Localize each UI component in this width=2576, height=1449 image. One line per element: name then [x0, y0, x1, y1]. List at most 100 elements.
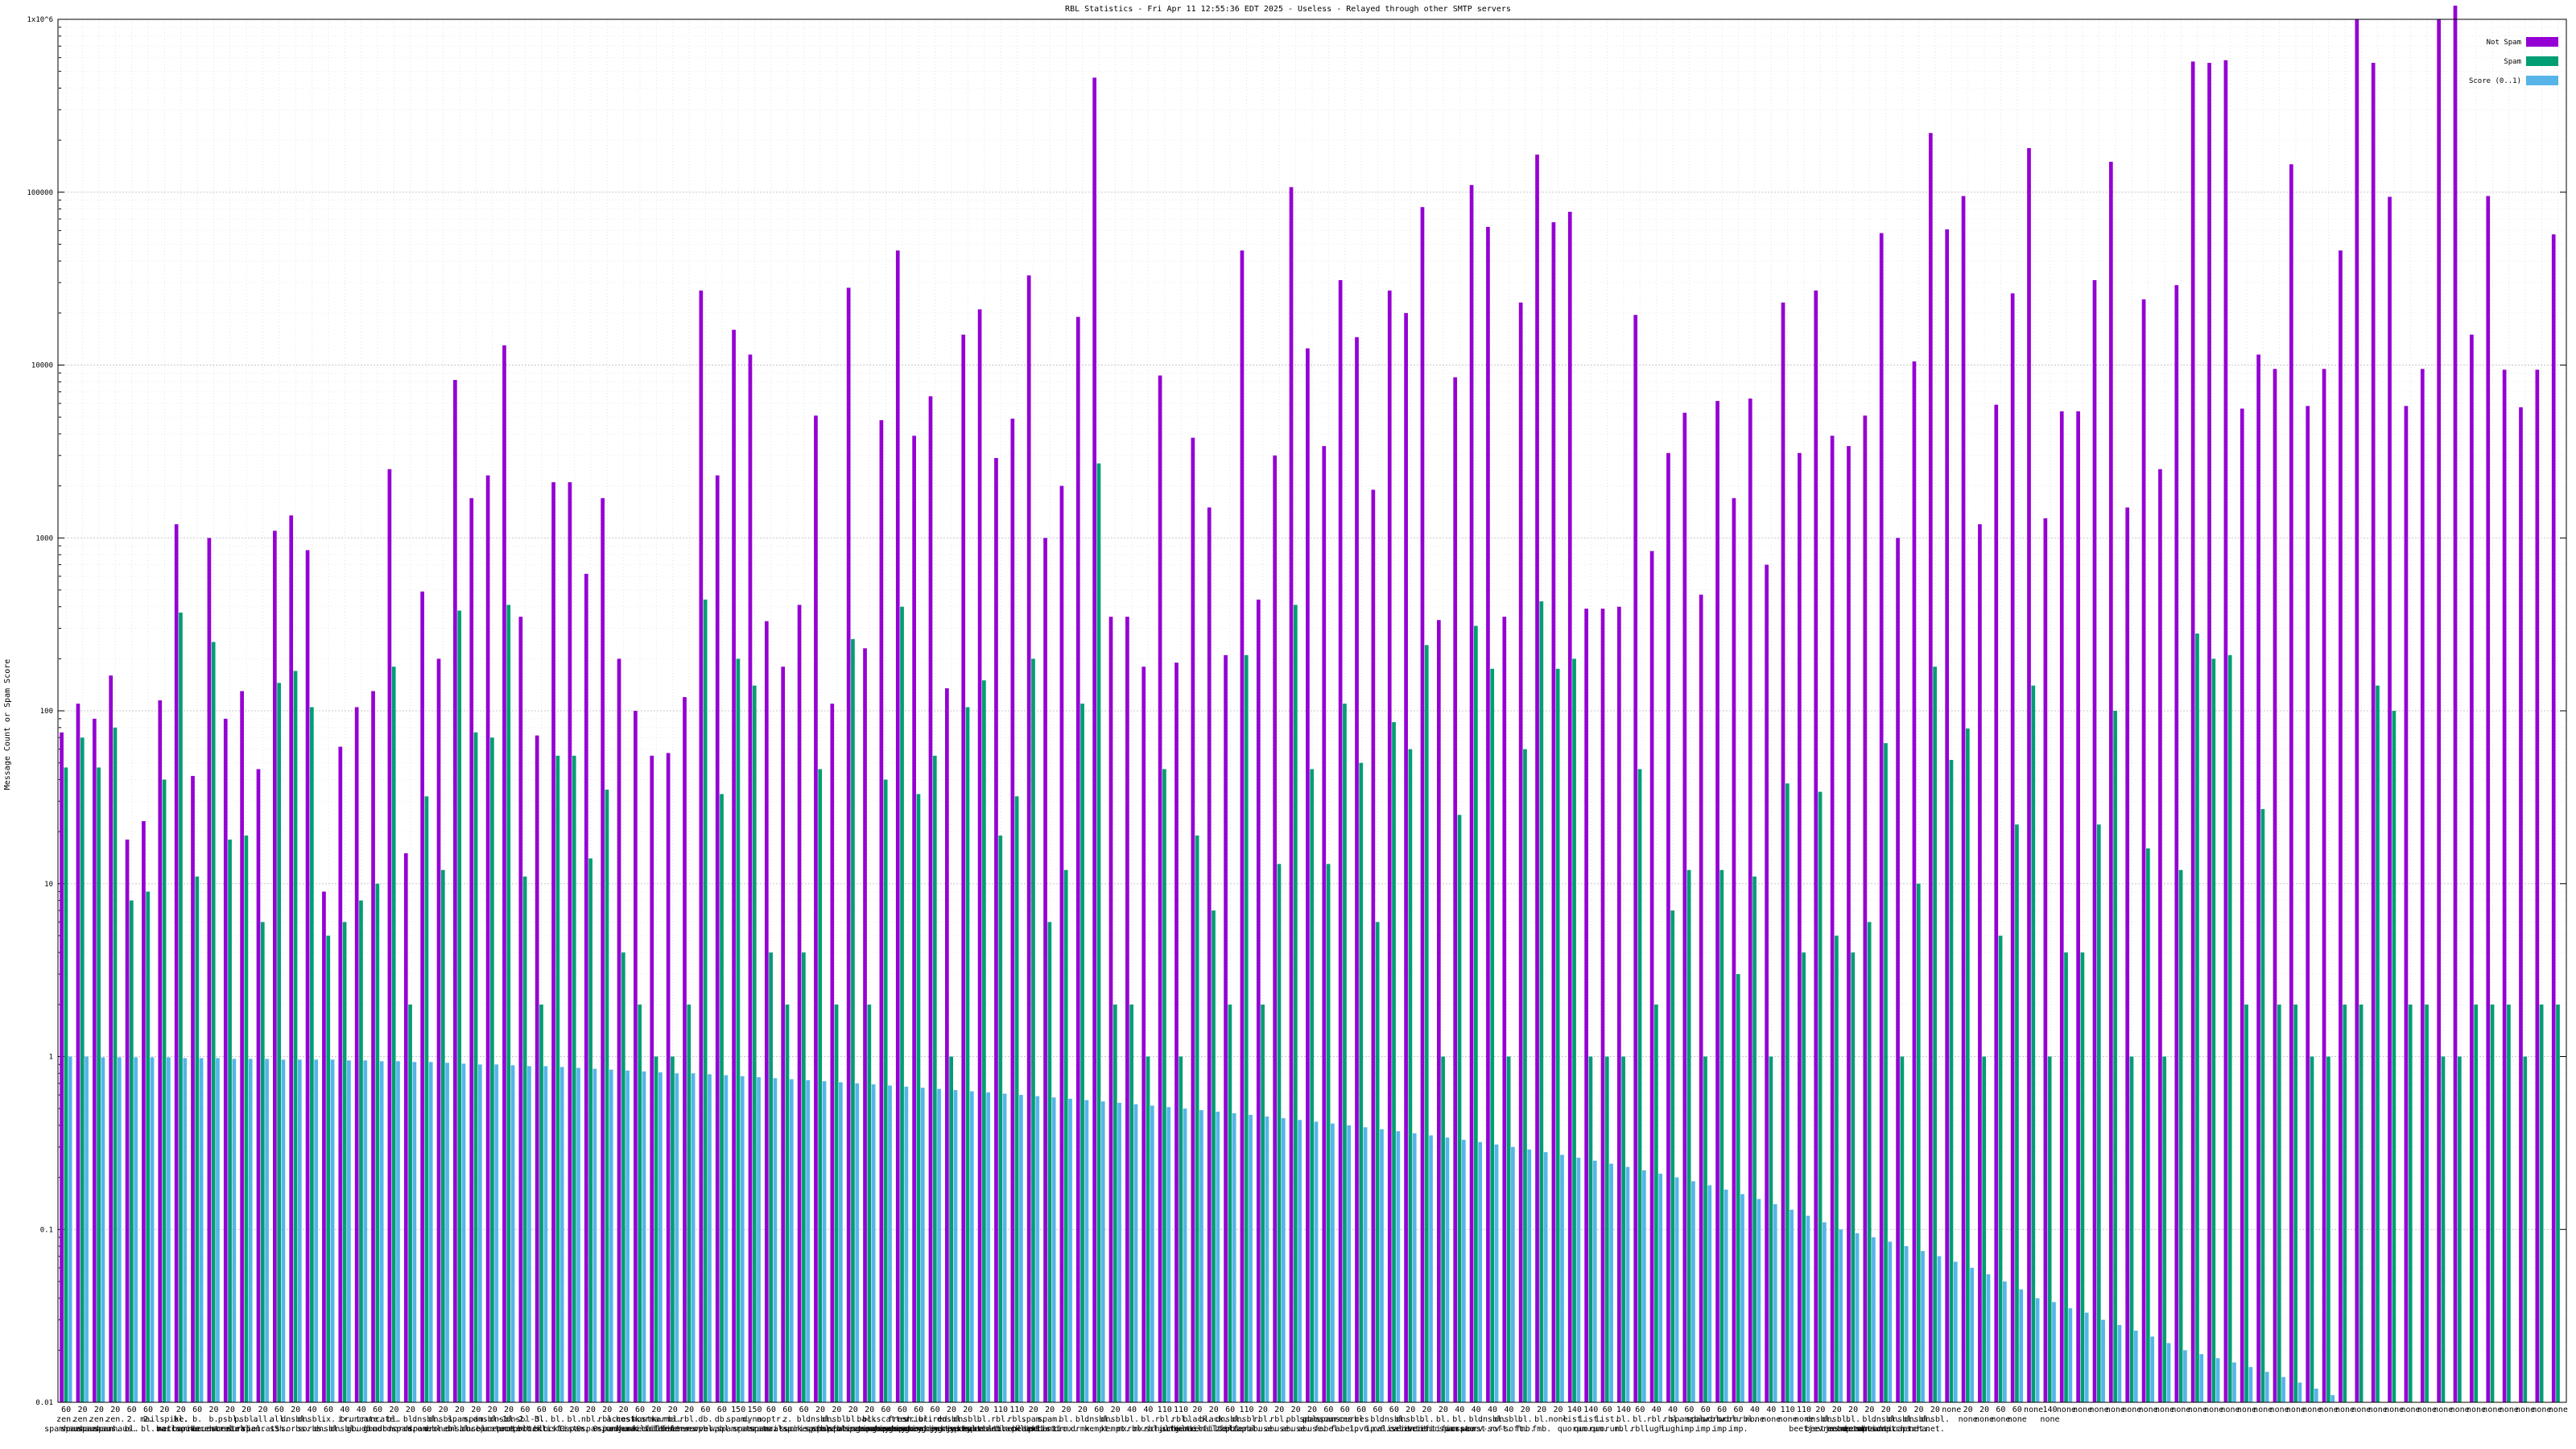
bar-not-spam: [879, 419, 884, 1403]
x-tick-label: surriel.: [211, 1425, 250, 1434]
x-tick-label: bl.: [1420, 1415, 1435, 1424]
bar-not-spam: [1666, 452, 1670, 1402]
bar-spam: [1851, 952, 1856, 1402]
bar-not-spam: [748, 354, 753, 1403]
bar-not-spam: [1043, 538, 1047, 1402]
x-tick-label: spam.: [1022, 1415, 1046, 1424]
x-tick-label: dnsbl.: [1101, 1415, 1130, 1424]
bar-not-spam: [2420, 369, 2425, 1403]
x-tick-label: lugh.: [1661, 1425, 1685, 1434]
bar-spam: [1195, 835, 1199, 1402]
bar-score: [1199, 1110, 1203, 1402]
bar-score: [1953, 1261, 1958, 1402]
x-tick-label: noptr.: [757, 1415, 786, 1424]
x-tick-label: 20: [1274, 1406, 1284, 1414]
x-tick-label: 40: [1668, 1406, 1678, 1414]
x-tick-label: 20: [225, 1406, 235, 1414]
bar-score: [1445, 1137, 1450, 1402]
bar-spam: [1408, 749, 1413, 1402]
bar-score: [1117, 1102, 1121, 1402]
bar-spam: [1031, 658, 1035, 1402]
bar-score: [216, 1058, 220, 1402]
x-tick-label: 60: [422, 1406, 431, 1414]
x-tick-label: 20: [1422, 1406, 1432, 1414]
x-tick-label: access.: [607, 1415, 641, 1424]
bar-score: [494, 1064, 499, 1402]
x-tick-label: 60: [700, 1406, 710, 1414]
bar-score: [101, 1057, 105, 1402]
x-tick-label: 60: [61, 1406, 71, 1414]
x-tick-label: 60: [1373, 1406, 1382, 1414]
bar-spam: [1277, 864, 1282, 1402]
bar-spam: [146, 891, 151, 1402]
x-tick-label: 110: [1797, 1406, 1811, 1414]
y-tick-label: 1x10^6: [27, 16, 53, 24]
bar-score: [248, 1059, 253, 1402]
bar-not-spam: [436, 658, 441, 1402]
x-tick-label: 20: [439, 1406, 448, 1414]
bar-not-spam: [2273, 369, 2277, 1403]
bar-not-spam: [2339, 250, 2343, 1403]
bar-not-spam: [1617, 606, 1621, 1402]
x-tick-label: bl.: [1141, 1415, 1155, 1424]
bar-spam: [2539, 1004, 2544, 1402]
x-tick-label: 20: [1209, 1406, 1219, 1414]
x-tick-label: bl.: [1075, 1415, 1090, 1424]
x-tick-label: dnsbl.: [1216, 1415, 1245, 1424]
x-tick-label: none: [1959, 1415, 1978, 1424]
bar-spam: [687, 1004, 691, 1402]
bar-score: [2068, 1308, 2073, 1402]
bar-spam: [2441, 1056, 2446, 1402]
y-tick-label: 0.1: [40, 1226, 53, 1234]
bar-not-spam: [1306, 348, 1310, 1402]
x-tick-label: dnsbl-2.: [489, 1415, 528, 1424]
bar-score: [1363, 1127, 1368, 1402]
x-tick-label: 2.: [127, 1415, 137, 1424]
bar-score: [691, 1073, 696, 1402]
x-tick-label: rv-soft.: [1489, 1425, 1528, 1434]
bar-not-spam: [2519, 407, 2523, 1402]
x-tick-label: ipv6.: [1349, 1425, 1373, 1434]
x-tick-label: bl.: [1518, 1415, 1533, 1424]
x-tick-label: 60: [127, 1406, 137, 1414]
x-tick-label: list.: [1596, 1415, 1620, 1424]
x-tick-label: dnsbl-3.: [506, 1415, 544, 1424]
bar-score: [314, 1059, 319, 1402]
bar-not-spam: [2043, 518, 2048, 1402]
bar-not-spam: [1224, 654, 1228, 1402]
bar-score: [1216, 1111, 1220, 1402]
bar-score: [986, 1092, 991, 1402]
bar-spam: [2211, 658, 2216, 1402]
bar-not-spam: [895, 250, 900, 1403]
bar-score: [2297, 1382, 2302, 1402]
bar-score: [1707, 1185, 1712, 1402]
x-tick-label: 20: [291, 1406, 300, 1414]
x-tick-label: dnsbl.: [298, 1415, 327, 1424]
bar-score: [1347, 1125, 1352, 1402]
x-tick-label: dnsbl.: [806, 1415, 835, 1424]
bar-spam: [2047, 1056, 2052, 1402]
x-tick-label: ix.: [321, 1415, 336, 1424]
bar-not-spam: [387, 469, 392, 1402]
x-tick-label: 110: [1009, 1406, 1024, 1414]
x-tick-label: black.: [1183, 1415, 1212, 1424]
y-tick-label: 100: [40, 708, 53, 716]
bar-not-spam: [2306, 406, 2310, 1402]
bar-not-spam: [830, 704, 835, 1402]
bar-spam: [2376, 685, 2380, 1402]
bar-spam: [2260, 809, 2265, 1402]
x-tick-label: bl.: [862, 1415, 877, 1424]
bar-score: [2166, 1343, 2171, 1402]
bar-spam: [80, 737, 85, 1402]
bar-score: [1757, 1199, 1761, 1402]
bar-spam: [720, 794, 724, 1402]
bar-score: [2215, 1358, 2220, 1402]
bar-score: [330, 1059, 335, 1402]
bar-score: [1314, 1121, 1319, 1402]
x-tick-label: 60: [1733, 1406, 1743, 1414]
x-tick-label: 40: [1750, 1406, 1760, 1414]
bar-spam: [1146, 1056, 1150, 1402]
bar-not-spam: [650, 755, 654, 1402]
bar-spam: [1212, 910, 1216, 1402]
x-tick-label: none: [2401, 1406, 2420, 1414]
